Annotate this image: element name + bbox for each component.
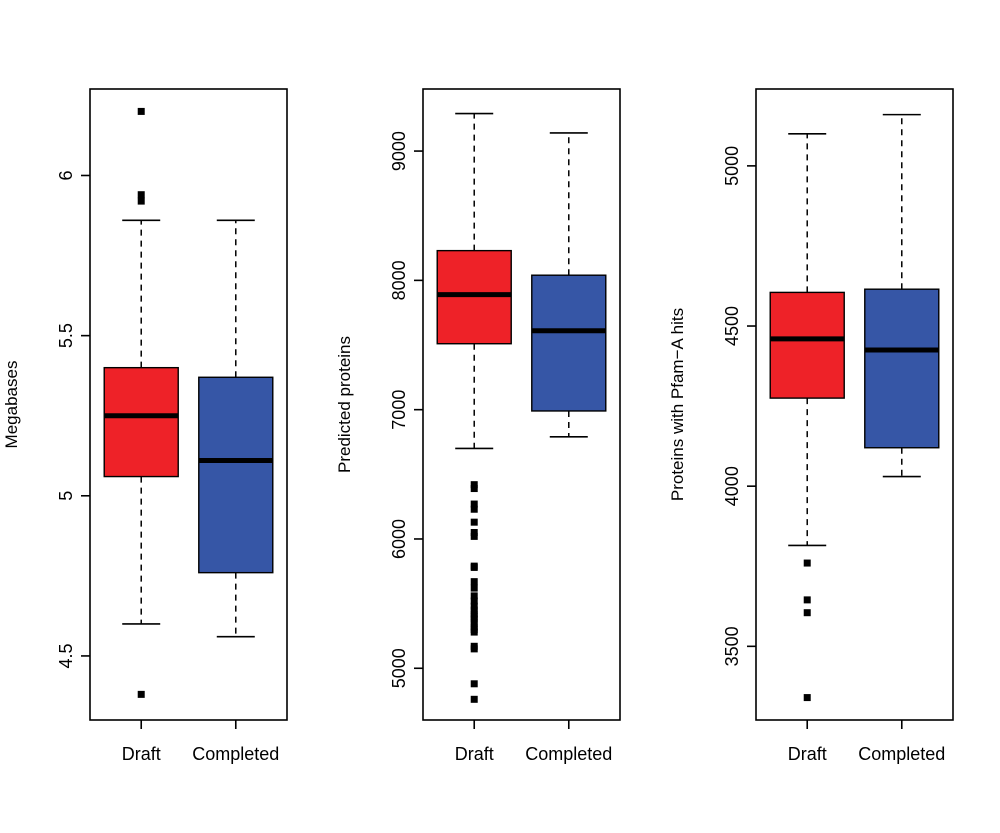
panel-pfam-hits: Proteins with Pfam−A hits 3500 4000 4500 50… xyxy=(668,88,954,764)
box-draft xyxy=(436,249,512,345)
y-tick-label: 3500 xyxy=(722,626,742,666)
category-label-draft: Draft xyxy=(455,744,494,764)
box-completed xyxy=(864,288,940,449)
y-tick-label: 5000 xyxy=(722,146,742,186)
outlier-draft xyxy=(470,606,478,614)
y-tick-label: 9000 xyxy=(389,131,409,171)
outlier-draft xyxy=(470,602,478,610)
outlier-draft xyxy=(803,596,811,604)
outlier-draft xyxy=(470,584,478,592)
y-tick-label: 4500 xyxy=(722,306,742,346)
outlier-draft xyxy=(470,518,478,526)
outlier-draft xyxy=(470,529,478,537)
y-tick-label: 5 xyxy=(56,491,76,501)
y-tick-label: 4000 xyxy=(722,466,742,506)
outlier-draft xyxy=(470,563,478,571)
outlier-draft xyxy=(470,505,478,513)
category-label-draft: Draft xyxy=(122,744,161,764)
outlier-draft xyxy=(470,645,478,653)
outlier-draft xyxy=(470,619,478,627)
outlier-draft xyxy=(137,191,145,199)
outlier-draft xyxy=(803,559,811,567)
outlier-draft xyxy=(137,690,145,698)
plot-frame xyxy=(422,88,621,721)
category-label-completed: Completed xyxy=(858,744,945,764)
y-tick-label: 8000 xyxy=(389,260,409,300)
category-label-draft: Draft xyxy=(788,744,827,764)
y-axis-label: Proteins with Pfam−A hits xyxy=(668,308,687,501)
y-tick-label: 6 xyxy=(56,170,76,180)
panel-predicted-proteins: Predicted proteins 50006000700080009000 … xyxy=(335,88,621,764)
category-label-completed: Completed xyxy=(525,744,612,764)
outlier-draft xyxy=(803,694,811,702)
y-tick-label: 5.5 xyxy=(56,323,76,348)
y-tick-label: 7000 xyxy=(389,390,409,430)
outlier-draft xyxy=(137,197,145,205)
outlier-draft xyxy=(470,680,478,688)
box-draft xyxy=(769,291,845,399)
outlier-draft xyxy=(470,592,478,600)
plot-frame xyxy=(89,88,288,721)
category-label-completed: Completed xyxy=(192,744,279,764)
plot-frame xyxy=(755,88,954,721)
box-completed xyxy=(198,376,274,574)
panel-megabases: Megabases 4.5 5 5.5 6 Draft Completed xyxy=(2,88,288,764)
outlier-draft xyxy=(470,628,478,636)
box-completed xyxy=(531,274,607,412)
outlier-draft xyxy=(470,578,478,586)
outlier-draft xyxy=(470,615,478,623)
y-axis-label: Megabases xyxy=(2,361,21,449)
outlier-draft xyxy=(137,107,145,115)
outlier-draft xyxy=(470,500,478,508)
outlier-draft xyxy=(470,597,478,605)
outlier-draft xyxy=(470,481,478,489)
y-axis-label: Predicted proteins xyxy=(335,336,354,473)
y-tick-label: 4.5 xyxy=(56,643,76,668)
outlier-draft xyxy=(470,532,478,540)
y-tick-label: 6000 xyxy=(389,519,409,559)
outlier-draft xyxy=(803,609,811,617)
box-draft xyxy=(103,366,179,478)
outlier-draft xyxy=(470,695,478,703)
outlier-draft xyxy=(470,485,478,493)
y-tick-label: 5000 xyxy=(389,648,409,688)
